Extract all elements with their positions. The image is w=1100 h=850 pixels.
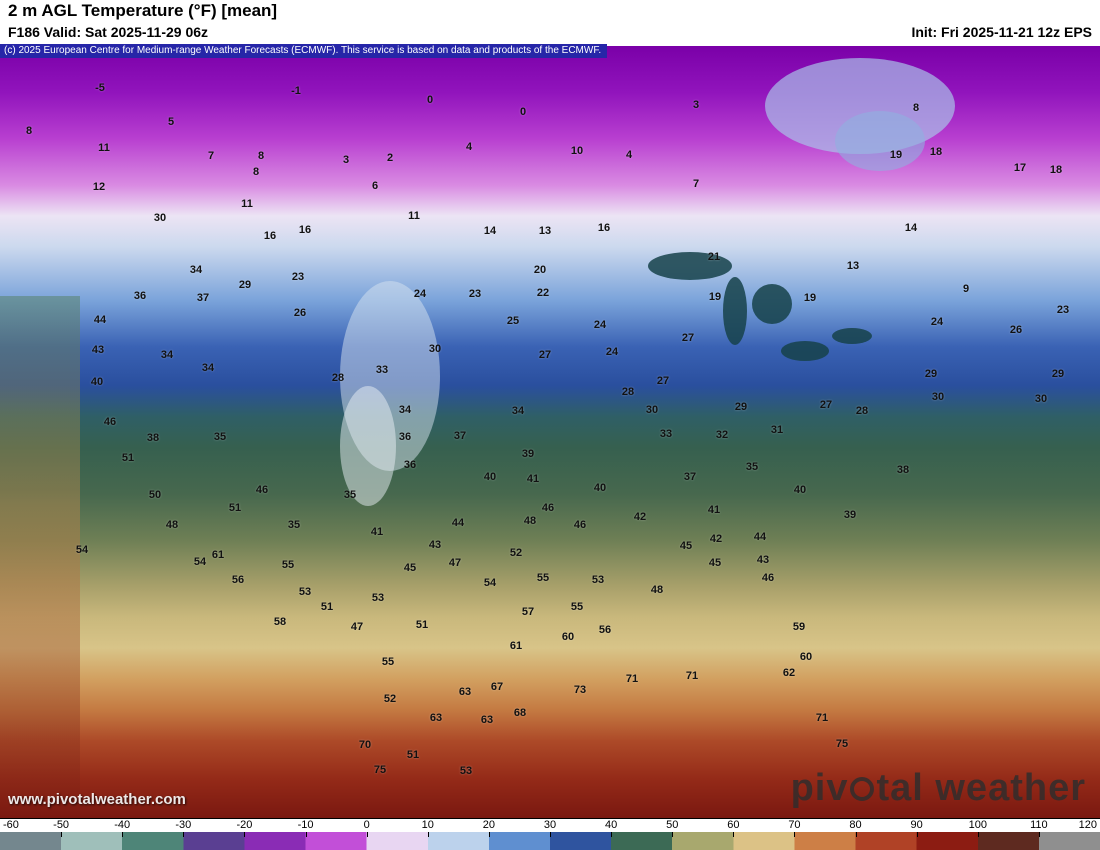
logo-text-right: tal weather xyxy=(876,767,1086,809)
colorbar-tick-label: -60 xyxy=(3,819,19,831)
colorbar-tick-mark xyxy=(122,832,124,837)
lake-huron xyxy=(752,284,792,324)
colorbar-tick-mark xyxy=(916,832,918,837)
lake-ontario xyxy=(832,328,872,344)
valid-time: F186 Valid: Sat 2025-11-29 06z xyxy=(8,24,209,40)
colorbar-tick-label: 90 xyxy=(910,819,923,831)
colorbar-tick-mark xyxy=(366,832,368,837)
colorbar-tick-mark xyxy=(61,832,63,837)
colorbar-tick-label: 80 xyxy=(849,819,862,831)
lake-erie xyxy=(781,341,829,361)
map-title: 2 m AGL Temperature (°F) [mean] xyxy=(8,1,278,20)
hudson-bay-region-inner xyxy=(835,111,925,171)
lake-michigan xyxy=(723,277,747,345)
colorbar-tick-mark xyxy=(733,832,735,837)
colorbar-tick-label: 10 xyxy=(421,819,434,831)
temperature-field-svg xyxy=(0,46,1100,818)
colorbar-tick-mark xyxy=(611,832,613,837)
colorbar-tick-mark xyxy=(977,832,979,837)
temperature-colorbar: -60 -50 -40 -30 -20 -10 0 10 20 30 40 50 60 70 80 90 100… xyxy=(0,818,1100,850)
colorbar-tick-label: 30 xyxy=(543,819,557,831)
init-time: Init: Fri 2025-11-21 12z EPS xyxy=(911,24,1092,40)
colorbar-tick-label: -30 xyxy=(175,819,192,831)
colorbar-ticks: -60 -50 -40 -30 -20 -10 0 10 20 30 40 50 60 70 80 90 100… xyxy=(0,819,1100,832)
temperature-gradient-field xyxy=(0,46,1100,818)
colorbar-tick-mark xyxy=(183,832,185,837)
colorbar-tick-label: -20 xyxy=(236,819,253,831)
colorbar-tick-label: 120 xyxy=(1078,819,1097,831)
colorbar-gradient xyxy=(0,832,1100,850)
colorbar-tick-label: 70 xyxy=(788,819,801,831)
pacific-coast-warm-band xyxy=(0,296,80,818)
colorbar-tick-mark xyxy=(244,832,246,837)
colorbar-tick-mark xyxy=(794,832,796,837)
colorbar-tick-mark xyxy=(1038,832,1040,837)
colorbar-tick-label: 40 xyxy=(604,819,618,831)
pivotal-weather-logo: piv tal weather xyxy=(791,767,1086,810)
colorbar-tick-label: -10 xyxy=(297,819,314,831)
colorbar-tick-label: -50 xyxy=(53,819,70,831)
colorbar-tick-label: 50 xyxy=(666,819,679,831)
globe-icon xyxy=(850,776,875,801)
watermark-url: www.pivotalweather.com xyxy=(8,791,186,808)
colorbar-tick-mark xyxy=(305,832,307,837)
logo-text-left: piv xyxy=(790,767,849,809)
ecmwf-copyright-bar: (c) 2025 European Centre for Medium-rang… xyxy=(0,44,608,58)
colorbar-tick-mark xyxy=(855,832,857,837)
lake-superior xyxy=(648,252,732,280)
colorbar-tick-mark xyxy=(550,832,551,837)
colorbar-tick-label: -40 xyxy=(114,819,131,831)
temperature-map xyxy=(0,46,1100,818)
colorbar-tick-mark xyxy=(488,832,490,837)
colorbar-tick-label: 20 xyxy=(482,819,495,831)
colorbar-tick-mark xyxy=(672,832,674,837)
colorbar-tick-label: 110 xyxy=(1030,819,1048,831)
colorbar-tick-label: 0 xyxy=(363,819,370,831)
rockies-cold-pocket-inner xyxy=(340,386,396,506)
colorbar-tick-mark xyxy=(427,832,429,837)
colorbar-tick-label: 100 xyxy=(968,819,987,831)
colorbar-tick-label: 60 xyxy=(727,819,740,831)
